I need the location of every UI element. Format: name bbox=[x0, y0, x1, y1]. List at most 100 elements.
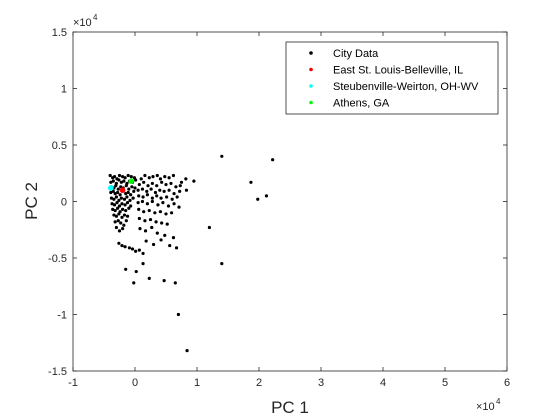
legend-label: City Data bbox=[333, 48, 379, 60]
data-point bbox=[220, 154, 224, 158]
data-point bbox=[124, 208, 128, 213]
y-tick-label: -1.5 bbox=[48, 366, 67, 378]
data-point bbox=[112, 197, 116, 201]
data-point bbox=[111, 179, 115, 183]
data-point bbox=[271, 158, 275, 162]
y-tick-label: 0.5 bbox=[52, 140, 67, 152]
data-point bbox=[142, 210, 146, 214]
data-point bbox=[139, 177, 143, 181]
data-point bbox=[129, 204, 133, 208]
data-point bbox=[155, 194, 159, 198]
data-point bbox=[137, 207, 141, 212]
data-point bbox=[145, 193, 149, 197]
data-point bbox=[166, 204, 171, 208]
data-point bbox=[115, 201, 119, 205]
data-point bbox=[163, 233, 167, 237]
data-point bbox=[170, 197, 174, 201]
data-point bbox=[118, 193, 122, 197]
y-tick-label: -1 bbox=[57, 310, 67, 322]
data-point bbox=[158, 210, 163, 214]
data-point bbox=[171, 236, 176, 240]
data-point bbox=[117, 212, 121, 216]
data-point bbox=[120, 215, 124, 219]
y-axis-ticks: -1.5 -1 -0.5 0 0.5 1 1.5 bbox=[48, 27, 507, 378]
data-point bbox=[192, 179, 196, 183]
data-point bbox=[165, 222, 169, 226]
data-point bbox=[127, 206, 131, 210]
data-point bbox=[114, 225, 118, 230]
data-point bbox=[116, 219, 120, 223]
data-point bbox=[120, 243, 124, 248]
legend-items: City Data East St. Louis-Belleville, IL St… bbox=[309, 48, 479, 110]
x-axis-label: PC 1 bbox=[271, 398, 309, 417]
data-point bbox=[125, 195, 129, 199]
data-point bbox=[122, 213, 127, 217]
data-point bbox=[117, 178, 121, 182]
data-point bbox=[161, 201, 165, 205]
data-point bbox=[110, 202, 114, 206]
data-point bbox=[133, 186, 137, 190]
data-point bbox=[174, 246, 179, 250]
data-point bbox=[127, 246, 132, 250]
data-point bbox=[117, 204, 122, 208]
y-axis-label: PC 2 bbox=[22, 182, 41, 220]
data-point bbox=[146, 184, 150, 188]
data-point bbox=[169, 211, 174, 215]
data-point bbox=[137, 182, 141, 187]
data-point bbox=[147, 276, 151, 280]
legend-marker bbox=[309, 67, 313, 72]
data-point bbox=[109, 196, 114, 200]
data-point bbox=[141, 262, 145, 266]
data-point bbox=[150, 225, 154, 230]
data-point bbox=[156, 203, 160, 207]
data-point bbox=[130, 247, 135, 251]
x-tick-label: 1 bbox=[194, 377, 200, 389]
data-point bbox=[175, 195, 179, 199]
data-point bbox=[124, 267, 128, 271]
x-exponent-power: 4 bbox=[496, 397, 501, 406]
data-point bbox=[160, 221, 164, 225]
y-exponent-power: 4 bbox=[93, 13, 98, 22]
x-tick-label: 2 bbox=[256, 377, 262, 389]
data-point bbox=[134, 269, 138, 274]
legend: City Data East St. Louis-Belleville, IL St… bbox=[285, 41, 499, 115]
data-point bbox=[162, 279, 166, 283]
data-point bbox=[114, 214, 118, 218]
data-point bbox=[112, 203, 117, 207]
data-point bbox=[122, 179, 126, 183]
data-point bbox=[124, 191, 128, 196]
data-point bbox=[141, 195, 145, 199]
data-point bbox=[148, 217, 153, 222]
data-point bbox=[178, 189, 182, 193]
data-point bbox=[134, 249, 138, 253]
data-point bbox=[129, 175, 133, 179]
data-point bbox=[249, 180, 253, 184]
data-point bbox=[113, 191, 117, 196]
data-point bbox=[130, 185, 134, 189]
data-point bbox=[140, 187, 145, 191]
data-point bbox=[137, 216, 141, 221]
x-tick-label: 3 bbox=[318, 377, 324, 389]
data-point bbox=[119, 180, 123, 184]
data-point bbox=[136, 201, 140, 205]
y-tick-label: 1 bbox=[61, 84, 67, 96]
data-point bbox=[108, 173, 112, 178]
x-tick-label: 5 bbox=[442, 377, 448, 389]
data-point bbox=[109, 190, 113, 195]
data-point bbox=[144, 239, 148, 243]
data-point bbox=[122, 223, 126, 227]
data-point bbox=[141, 251, 145, 256]
y-tick-label: 0 bbox=[61, 197, 67, 209]
data-point bbox=[121, 207, 125, 212]
data-point bbox=[172, 202, 176, 206]
data-point bbox=[207, 225, 211, 230]
data-point bbox=[117, 173, 122, 178]
data-point bbox=[138, 227, 142, 231]
data-point bbox=[171, 173, 176, 178]
data-point bbox=[158, 177, 163, 181]
data-point bbox=[185, 349, 189, 353]
x-tick-label: 0 bbox=[132, 377, 138, 389]
legend-marker bbox=[309, 100, 313, 105]
x-tick-label: 4 bbox=[380, 377, 386, 389]
